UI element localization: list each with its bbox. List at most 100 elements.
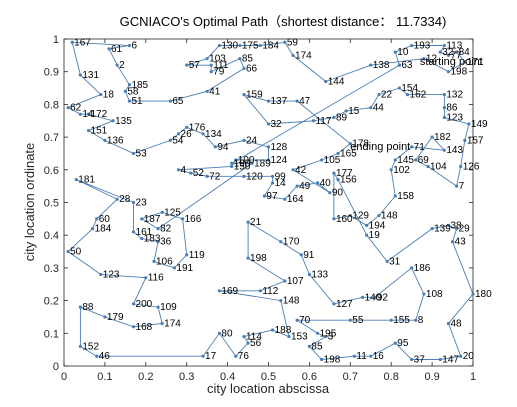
city-point	[78, 112, 82, 116]
city-point	[168, 99, 172, 103]
city-label: 85	[311, 341, 323, 352]
y-tick-label: 0.5	[44, 198, 59, 210]
city-point	[352, 354, 356, 358]
city-label: 135	[115, 116, 132, 127]
city-label: 51	[131, 96, 143, 107]
y-tick-label: 0.6	[44, 165, 59, 177]
city-point	[324, 79, 328, 84]
city-point	[459, 164, 463, 169]
city-label: 82	[160, 224, 172, 235]
city-point	[185, 63, 189, 67]
city-label: 105	[324, 155, 341, 166]
city-label: 99	[275, 171, 287, 182]
city-label: 46	[99, 351, 111, 362]
city-point	[131, 302, 136, 306]
city-point	[348, 142, 352, 146]
city-point	[140, 217, 144, 221]
city-label: 18	[103, 90, 115, 101]
city-label: 37	[414, 354, 426, 365]
city-point	[103, 315, 107, 319]
city-label: 107	[287, 276, 304, 287]
city-label: 10	[397, 47, 409, 58]
city-label: 8	[418, 315, 424, 326]
city-point	[283, 197, 287, 201]
city-label: 149	[471, 119, 488, 130]
city-label: 156	[340, 175, 357, 186]
city-label: 186	[414, 263, 431, 274]
city-point	[336, 178, 340, 182]
city-label: 102	[393, 165, 410, 176]
city-point	[123, 89, 127, 93]
city-point	[91, 227, 95, 231]
city-label: 164	[287, 194, 304, 205]
city-label: 109	[160, 302, 177, 313]
city-label: 59	[287, 37, 299, 48]
city-label: 88	[82, 302, 94, 313]
city-label: 90	[332, 188, 344, 199]
city-label: 134	[205, 129, 222, 140]
city-point	[168, 138, 172, 142]
city-label: 42	[295, 165, 307, 176]
city-label: 94	[217, 142, 229, 153]
city-label: 194	[369, 220, 386, 231]
city-label: 128	[271, 142, 288, 153]
city-label: 148	[381, 211, 398, 222]
city-point	[405, 92, 410, 97]
city-point	[410, 43, 414, 48]
city-point	[446, 223, 451, 227]
city-point	[360, 295, 365, 299]
city-point	[201, 354, 205, 358]
city-label: 28	[119, 194, 131, 205]
city-label: 15	[348, 106, 360, 117]
city-point	[279, 240, 283, 244]
city-point	[242, 334, 246, 339]
city-point	[205, 57, 209, 61]
city-label: 182	[434, 132, 451, 143]
city-point	[283, 40, 287, 44]
city-label: 31	[389, 256, 401, 267]
city-label: 193	[414, 41, 431, 52]
city-label: 72	[209, 171, 221, 182]
city-point	[99, 272, 103, 277]
x-tick-label: 0.7	[343, 371, 358, 383]
city-point	[332, 217, 336, 221]
x-tick-label: 0.2	[138, 371, 153, 383]
city-label: 23	[136, 198, 148, 209]
city-point	[115, 197, 119, 201]
city-label: 92	[377, 292, 389, 303]
city-point	[455, 227, 459, 231]
y-tick-label: 0.7	[44, 132, 59, 144]
city-label: 7	[459, 181, 465, 192]
city-point	[283, 279, 287, 283]
city-label: 159	[246, 90, 263, 101]
city-point	[189, 171, 193, 175]
city-point	[181, 217, 185, 221]
city-point	[86, 128, 91, 133]
city-point	[315, 331, 320, 335]
city-point	[127, 83, 132, 87]
city-point	[311, 119, 316, 123]
city-label: 77	[450, 50, 462, 61]
city-point	[78, 344, 82, 348]
path-annotation: starting point	[420, 56, 483, 68]
y-tick-label: 0.2	[44, 296, 59, 308]
y-tick-label: 0.1	[44, 328, 59, 340]
city-label: 195	[320, 328, 337, 339]
city-point	[348, 318, 352, 322]
chart-title: GCNIACO's Optimal Path（shortest distance…	[120, 14, 447, 29]
city-label: 167	[74, 37, 91, 48]
city-label: 147	[442, 354, 459, 365]
city-point	[328, 191, 332, 195]
city-point	[320, 158, 324, 162]
city-label: 112	[262, 286, 278, 297]
city-point	[238, 57, 242, 61]
city-label: 29	[459, 224, 471, 235]
city-point	[127, 43, 132, 48]
city-point	[414, 158, 418, 162]
city-point	[172, 266, 177, 270]
city-label: 17	[205, 351, 217, 362]
city-label: 157	[467, 135, 484, 146]
city-label: 63	[401, 60, 413, 71]
